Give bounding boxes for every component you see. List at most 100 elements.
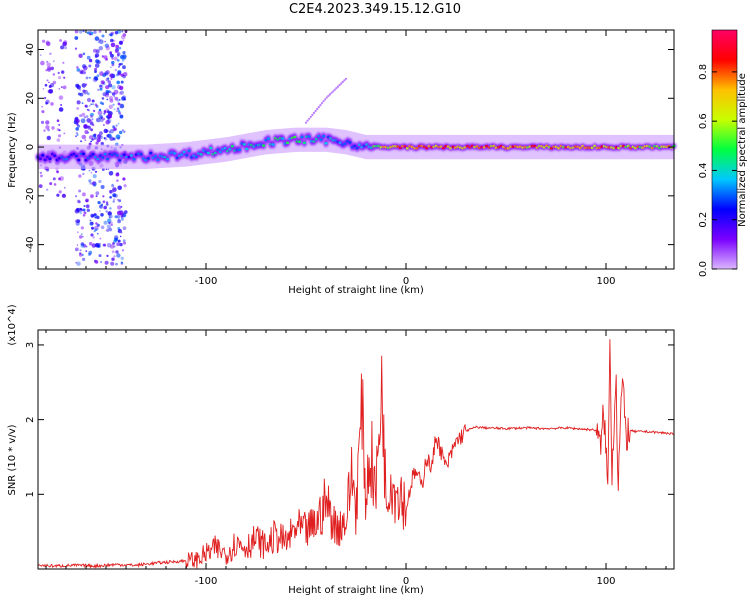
spectrogram-speckle	[97, 41, 100, 44]
spectrogram-speckle	[86, 208, 91, 212]
branch-point	[328, 93, 332, 96]
spectrogram-speckle	[52, 80, 57, 85]
spectrogram-speckle	[105, 58, 108, 61]
spectrogram-speckle	[62, 61, 65, 64]
spectrogram-speckle	[79, 211, 83, 215]
ridge-core	[209, 146, 213, 150]
spectrogram-speckle	[94, 67, 98, 71]
spectrogram-speckle	[49, 182, 53, 186]
spectrogram-speckle	[48, 81, 50, 84]
snr-frame	[37, 329, 675, 570]
spectrogram-speckle	[122, 39, 125, 42]
ridge-core	[355, 146, 359, 150]
spectrogram-speckle	[100, 213, 104, 217]
spectrogram-speckle	[112, 125, 115, 129]
spectrogram-speckle	[92, 181, 97, 186]
spectrogram-speckle	[60, 45, 65, 50]
frequency-ridge	[35, 127, 677, 169]
spectrogram-speckle	[86, 31, 91, 35]
ridge-core	[307, 135, 311, 138]
spectrogram-speckle	[94, 170, 98, 173]
spectrogram-speckle	[110, 261, 115, 266]
spectrogram-speckle	[114, 96, 119, 101]
spectrogram-speckle	[52, 177, 56, 181]
spectrogram-speckle	[58, 177, 61, 181]
spectrogram-speckle	[112, 200, 115, 203]
ridge-core	[149, 151, 153, 155]
spectrogram-speckle	[97, 232, 99, 235]
spectrogram-speckle	[118, 91, 123, 95]
spectrogram-speckle	[107, 119, 112, 124]
spectrogram-speckle	[101, 102, 105, 105]
spectrogram-speckle	[76, 66, 79, 69]
spectrogram-speckle	[102, 81, 105, 85]
spectrogram-speckle	[82, 257, 86, 261]
x-tick-label: 0	[403, 276, 409, 287]
spectrogram-speckle	[111, 57, 114, 60]
spectrogram-speckle	[108, 227, 113, 232]
spectrogram-speckle	[100, 225, 105, 230]
spectrogram-speckle	[114, 48, 119, 54]
ridge-core	[187, 149, 191, 153]
spectrogram-speckle	[46, 60, 49, 64]
y-tick-label: -20	[25, 188, 36, 204]
spectrogram-speckle	[76, 85, 82, 90]
spectrogram-speckle	[93, 76, 98, 80]
branch-point	[325, 96, 328, 99]
spectrogram-speckle	[116, 100, 119, 103]
snr-x-label: Height of straight line (km)	[288, 585, 424, 596]
spectrogram-speckle	[94, 228, 98, 232]
spectrogram-speckle	[103, 110, 107, 114]
spectrogram-speckle	[90, 233, 94, 237]
spectrogram-speckle	[106, 134, 110, 138]
branch-point	[338, 83, 341, 87]
spectrogram-speckle	[92, 136, 96, 141]
spectrogram-speckle	[80, 70, 83, 74]
spectrogram-speckle	[75, 207, 80, 212]
spectrogram-speckle	[79, 30, 83, 34]
spectrogram-frame	[37, 29, 675, 270]
spectrogram-speckle	[115, 172, 120, 177]
branch-point	[341, 80, 344, 83]
spectrogram-speckle	[91, 138, 94, 141]
spectrogram-speckle	[118, 111, 122, 115]
spectrogram-speckle	[94, 260, 99, 264]
spectrogram-speckle	[117, 59, 120, 62]
spectrogram-speckle	[93, 214, 98, 219]
spectrogram-speckle	[103, 55, 108, 60]
branch-point	[304, 121, 308, 124]
spectrogram-speckle	[58, 107, 64, 112]
spectrogram-speckle	[112, 198, 116, 201]
spectrogram-speckle	[105, 129, 109, 133]
spectrogram-speckle	[92, 124, 95, 127]
branch-point	[324, 98, 327, 101]
spectrogram-speckle	[99, 205, 102, 208]
spectrogram-speckle	[101, 142, 104, 145]
spectrogram-speckle	[81, 112, 86, 117]
spectrogram-speckle	[79, 88, 82, 91]
spectrogram-speckle	[117, 53, 120, 56]
spectrogram-speckle	[93, 136, 97, 140]
spectrogram-speckle	[124, 210, 128, 214]
spectrogram-speckle	[89, 182, 93, 185]
spectrogram-speckle	[113, 239, 117, 244]
ridge-core	[132, 157, 136, 161]
spectrogram-speckle	[48, 89, 54, 94]
spectrogram-speckle	[98, 46, 104, 51]
spectrogram-speckle	[93, 133, 97, 136]
spectrogram-speckle	[61, 193, 66, 198]
spectrogram-speckle	[81, 70, 86, 75]
spectrogram-speckle	[88, 169, 91, 172]
spectrogram-speckle	[76, 244, 79, 246]
spectrogram-speckle	[103, 71, 109, 76]
spectrogram-speckle	[84, 104, 88, 108]
spectrogram-speckle	[76, 134, 79, 136]
spectrogram-speckle	[94, 53, 100, 58]
spectrogram-speckle	[81, 253, 84, 256]
branch-point	[344, 77, 348, 80]
spectrogram-speckle	[98, 242, 102, 246]
spectrogram-speckle	[88, 119, 93, 124]
spectrogram-speckle	[58, 123, 61, 126]
spectrogram-speckle	[117, 102, 121, 106]
